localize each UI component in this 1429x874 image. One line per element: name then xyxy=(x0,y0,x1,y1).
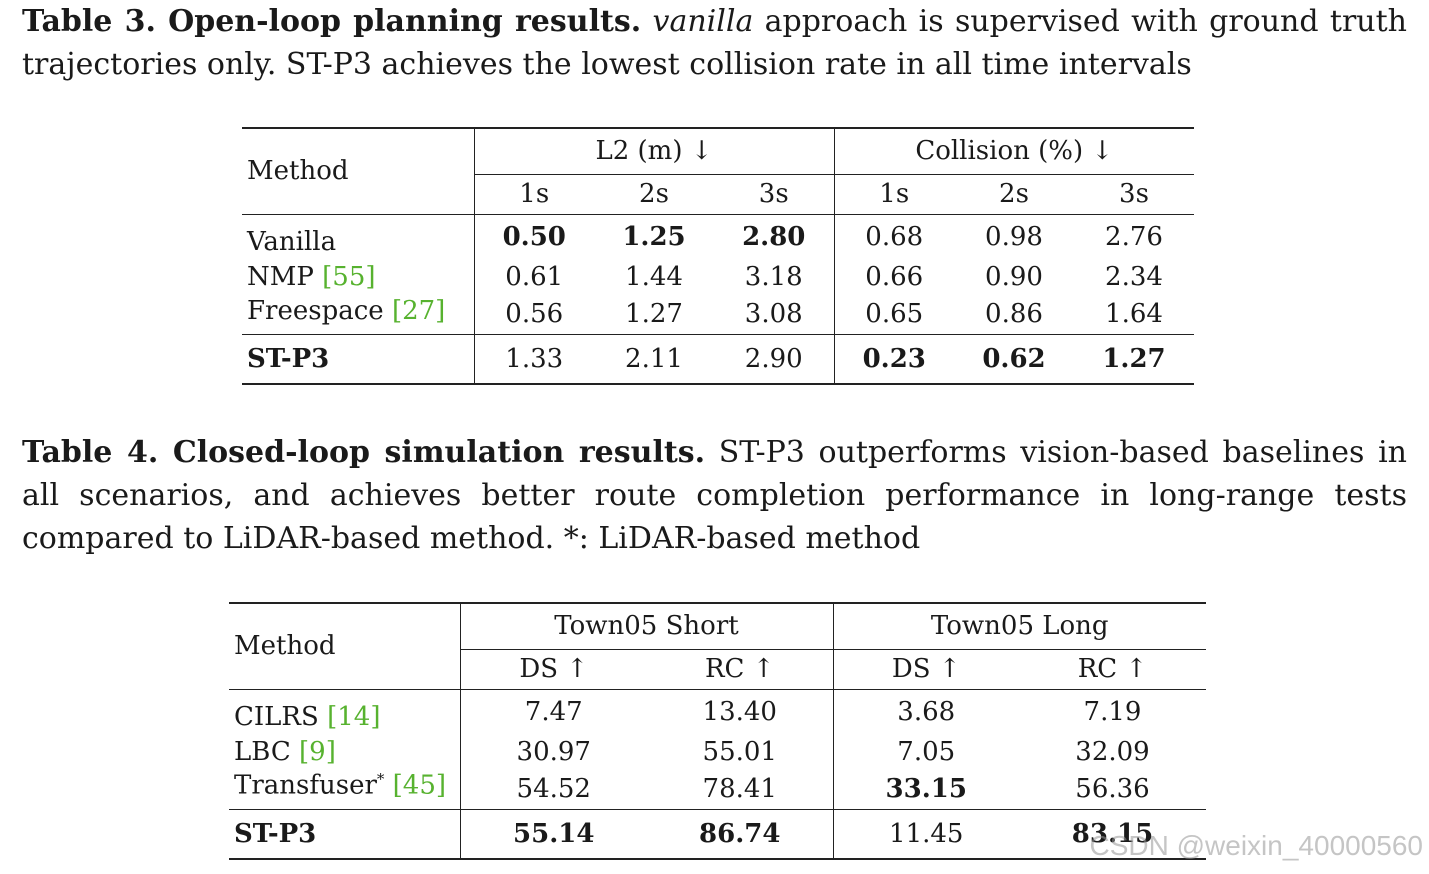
table3-collision-header: Collision (%) ↓ xyxy=(834,127,1194,175)
table4-method-header: Method xyxy=(229,602,461,690)
table3-value: 0.66 xyxy=(865,261,924,292)
table4-caption-label: Table 4. Closed-loop simulation results. xyxy=(22,435,706,470)
table4-value: 7.05 xyxy=(897,736,956,767)
table3-value: 0.61 xyxy=(505,261,564,292)
table4-value: 7.47 xyxy=(524,696,583,727)
table4-value: 32.09 xyxy=(1075,736,1150,767)
lidar-marker: * xyxy=(376,770,385,789)
table4-subcol: RC ↑ xyxy=(647,649,834,689)
table3-method-header: Method xyxy=(242,127,475,215)
table3-caption-text: approach is supervised with ground truth… xyxy=(22,4,1407,82)
table3-caption-italic: vanilla xyxy=(652,4,754,39)
table4-caption: Table 4. Closed-loop simulation results.… xyxy=(22,431,1407,560)
table3-value: 0.56 xyxy=(505,298,564,329)
table3-method-cell: NMP [55] xyxy=(242,259,475,294)
table4-value: 56.36 xyxy=(1075,773,1150,804)
table4-value: 33.15 xyxy=(885,773,967,804)
table4-value: 7.19 xyxy=(1083,696,1142,727)
table3-l2-header: L2 (m) ↓ xyxy=(474,127,835,175)
table3-value: 2.76 xyxy=(1105,221,1163,252)
table3-method-cell: Vanilla xyxy=(242,214,475,259)
table3-method-cell: ST-P3 xyxy=(242,333,475,384)
table4-value: 55.14 xyxy=(460,808,647,859)
table3-caption-label: Table 3. Open-loop planning results. xyxy=(22,4,642,39)
table3-value: 3.08 xyxy=(714,294,835,334)
table4-caption-text: ST-P3 outperforms vision-based baselines… xyxy=(22,435,1407,556)
table3-subcol: 2s xyxy=(999,179,1029,209)
table3-value: 0.86 xyxy=(985,298,1043,329)
table4-method-cell: CILRS [14] xyxy=(229,689,461,734)
table-row: Vanilla 0.50 1.25 2.80 0.68 0.98 2.76 xyxy=(242,214,1194,259)
table3-value: 1.27 xyxy=(625,298,683,329)
table3-value: 2.90 xyxy=(714,333,835,384)
table3-subcol: 2s xyxy=(639,179,669,209)
table3-value: 0.23 xyxy=(834,333,954,384)
table4-value: 83.15 xyxy=(1019,808,1206,859)
table4-closed-loop-simulation: Method Town05 Short Town05 Long DS ↑ RC … xyxy=(229,602,1206,860)
citation-link[interactable]: [55] xyxy=(322,261,376,292)
table-row: Freespace [27] 0.56 1.27 3.08 0.65 0.86 … xyxy=(242,294,1194,334)
table4-town05-long-header: Town05 Long xyxy=(833,602,1206,650)
table4-method-cell: ST-P3 xyxy=(229,808,461,859)
table3-value: 1.25 xyxy=(622,221,686,252)
table-row: Transfuser* [45] 54.52 78.41 33.15 56.36 xyxy=(229,769,1206,809)
table-row: NMP [55] 0.61 1.44 3.18 0.66 0.90 2.34 xyxy=(242,259,1194,294)
table3-value: 0.68 xyxy=(865,221,924,252)
table4-value: 30.97 xyxy=(516,736,591,767)
table3-value: 1.44 xyxy=(625,261,683,292)
table4-subcol: DS ↑ xyxy=(891,654,961,684)
table3-value: 2.11 xyxy=(594,333,714,384)
citation-link[interactable]: [14] xyxy=(327,701,381,732)
table4-value: 78.41 xyxy=(647,769,834,809)
table4-subcol: RC ↑ xyxy=(1077,654,1148,684)
citation-link[interactable]: [9] xyxy=(299,736,336,767)
table4-value: 11.45 xyxy=(833,808,1019,859)
table4-town05-short-header: Town05 Short xyxy=(460,602,834,650)
table3-subcol: 3s xyxy=(1119,179,1149,209)
table3-subcol: 1s xyxy=(879,179,910,209)
table3-value: 0.62 xyxy=(954,333,1074,384)
table4-value: 13.40 xyxy=(647,689,834,734)
table3-method-cell: Freespace [27] xyxy=(242,294,475,334)
table4-method-cell: Transfuser* [45] xyxy=(229,769,461,809)
watermark: CSDN @weixin_40000560 xyxy=(1089,830,1424,861)
citation-link[interactable]: [27] xyxy=(391,295,446,326)
table4-value: 54.52 xyxy=(516,773,591,804)
table4-value: 3.68 xyxy=(897,696,956,727)
table4-value: 55.01 xyxy=(647,734,834,769)
table3-value: 0.98 xyxy=(985,221,1043,252)
table3-value: 3.18 xyxy=(714,259,835,294)
table3-open-loop-planning: Method L2 (m) ↓ Collision (%) ↓ 1s 2s 3s… xyxy=(242,127,1194,385)
table-row: CILRS [14] 7.47 13.40 3.68 7.19 xyxy=(229,689,1206,734)
table3-value: 1.27 xyxy=(1074,333,1194,384)
table3-value: 0.90 xyxy=(985,261,1043,292)
table3-value: 2.80 xyxy=(714,214,835,259)
table3-value: 1.64 xyxy=(1105,298,1163,329)
table-row: ST-P3 1.33 2.11 2.90 0.23 0.62 1.27 xyxy=(242,333,1194,384)
table4-subcol: DS ↑ xyxy=(519,654,589,684)
table4-method-cell: LBC [9] xyxy=(229,734,461,769)
table3-value: 2.34 xyxy=(1105,261,1163,292)
citation-link[interactable]: [45] xyxy=(392,771,447,802)
table4-value: 86.74 xyxy=(647,808,834,859)
table3-value: 0.50 xyxy=(502,221,566,252)
table-row: ST-P3 55.14 86.74 11.45 83.15 xyxy=(229,808,1206,859)
table3-subcol: 1s xyxy=(519,179,550,209)
table3-value: 0.65 xyxy=(865,298,924,329)
table3-value: 1.33 xyxy=(474,333,594,384)
table3-caption: Table 3. Open-loop planning results. van… xyxy=(22,0,1407,86)
table-row: LBC [9] 30.97 55.01 7.05 32.09 xyxy=(229,734,1206,769)
table3-subcol: 3s xyxy=(714,174,835,214)
